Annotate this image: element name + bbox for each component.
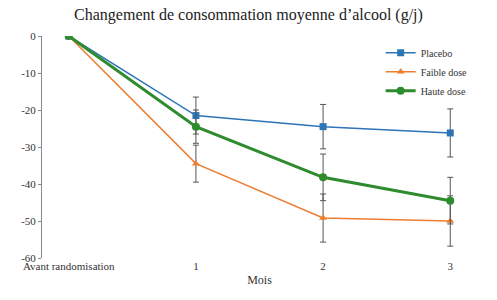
svg-text:-10: -10 [21, 67, 36, 79]
svg-text:Mois: Mois [247, 273, 272, 287]
svg-text:Avant randomisation: Avant randomisation [23, 260, 115, 272]
svg-text:Haute dose: Haute dose [421, 86, 466, 97]
svg-text:-50: -50 [21, 215, 36, 227]
svg-text:2: 2 [320, 260, 326, 272]
svg-text:-30: -30 [21, 141, 36, 153]
svg-text:Changement de consommation moy: Changement de consommation moyenne d’alc… [74, 6, 423, 24]
svg-text:-60: -60 [21, 252, 36, 264]
svg-text:-40: -40 [21, 178, 36, 190]
svg-text:-20: -20 [21, 104, 36, 116]
svg-text:3: 3 [448, 260, 454, 272]
svg-text:Faible dose: Faible dose [421, 67, 467, 78]
svg-text:Placebo: Placebo [421, 48, 453, 59]
svg-text:0: 0 [30, 30, 36, 42]
svg-text:1: 1 [193, 260, 199, 272]
